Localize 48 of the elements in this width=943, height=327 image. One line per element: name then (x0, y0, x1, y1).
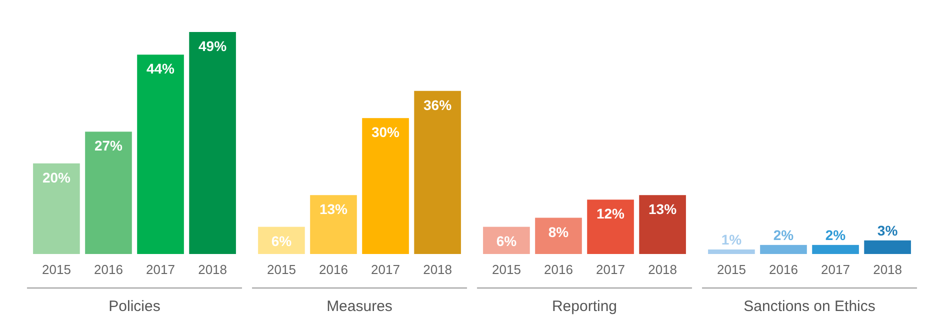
data-label: 8% (548, 224, 570, 240)
bar (535, 218, 582, 254)
bar (639, 195, 686, 254)
data-label: 2% (825, 226, 846, 243)
data-label: 6% (496, 232, 518, 249)
x-axis-title: Measures (326, 298, 392, 315)
x-tick-label: 2016 (94, 262, 123, 278)
data-label: 6% (271, 232, 292, 249)
bar (137, 54, 184, 254)
data-label: 49% (198, 38, 228, 54)
data-label: 13% (648, 201, 678, 218)
data-label: 12% (596, 206, 626, 222)
x-tick-label: 2018 (873, 262, 902, 278)
x-tick-label: 2017 (371, 262, 400, 278)
x-axis-title: Policies (108, 298, 160, 315)
x-tick-label: 2015 (492, 262, 521, 278)
x-tick-label: 2018 (198, 262, 228, 278)
x-tick-label: 2017 (596, 262, 625, 278)
bar (362, 118, 409, 254)
bar (85, 132, 132, 254)
x-tick-label: 2015 (716, 262, 746, 278)
x-axis-title: Sanctions on Ethics (744, 298, 876, 315)
data-label: 1% (721, 231, 742, 248)
data-label: 20% (42, 169, 72, 186)
x-tick-label: 2017 (821, 262, 850, 278)
x-tick-label: 2017 (146, 262, 175, 278)
x-tick-label: 2015 (42, 262, 71, 278)
bar (33, 163, 80, 254)
data-label: 2% (773, 226, 794, 243)
x-tick-label: 2015 (266, 262, 296, 278)
bar (310, 195, 357, 254)
x-tick-label: 2018 (648, 262, 678, 278)
data-label: 30% (372, 124, 400, 140)
x-tick-label: 2016 (544, 262, 573, 278)
data-label: 44% (146, 60, 176, 77)
data-label: 13% (319, 201, 348, 218)
x-axis-title: Reporting (552, 298, 618, 315)
data-label: 36% (424, 96, 452, 113)
data-label: 27% (94, 138, 124, 154)
x-tick-label: 2018 (423, 262, 452, 278)
bar (258, 226, 305, 254)
data-label: 3% (877, 222, 898, 238)
bar (587, 200, 634, 254)
x-tick-label: 2016 (319, 262, 348, 278)
bar (189, 32, 236, 254)
x-tick-label: 2016 (769, 262, 798, 278)
bar (483, 226, 530, 254)
bar (414, 90, 461, 254)
